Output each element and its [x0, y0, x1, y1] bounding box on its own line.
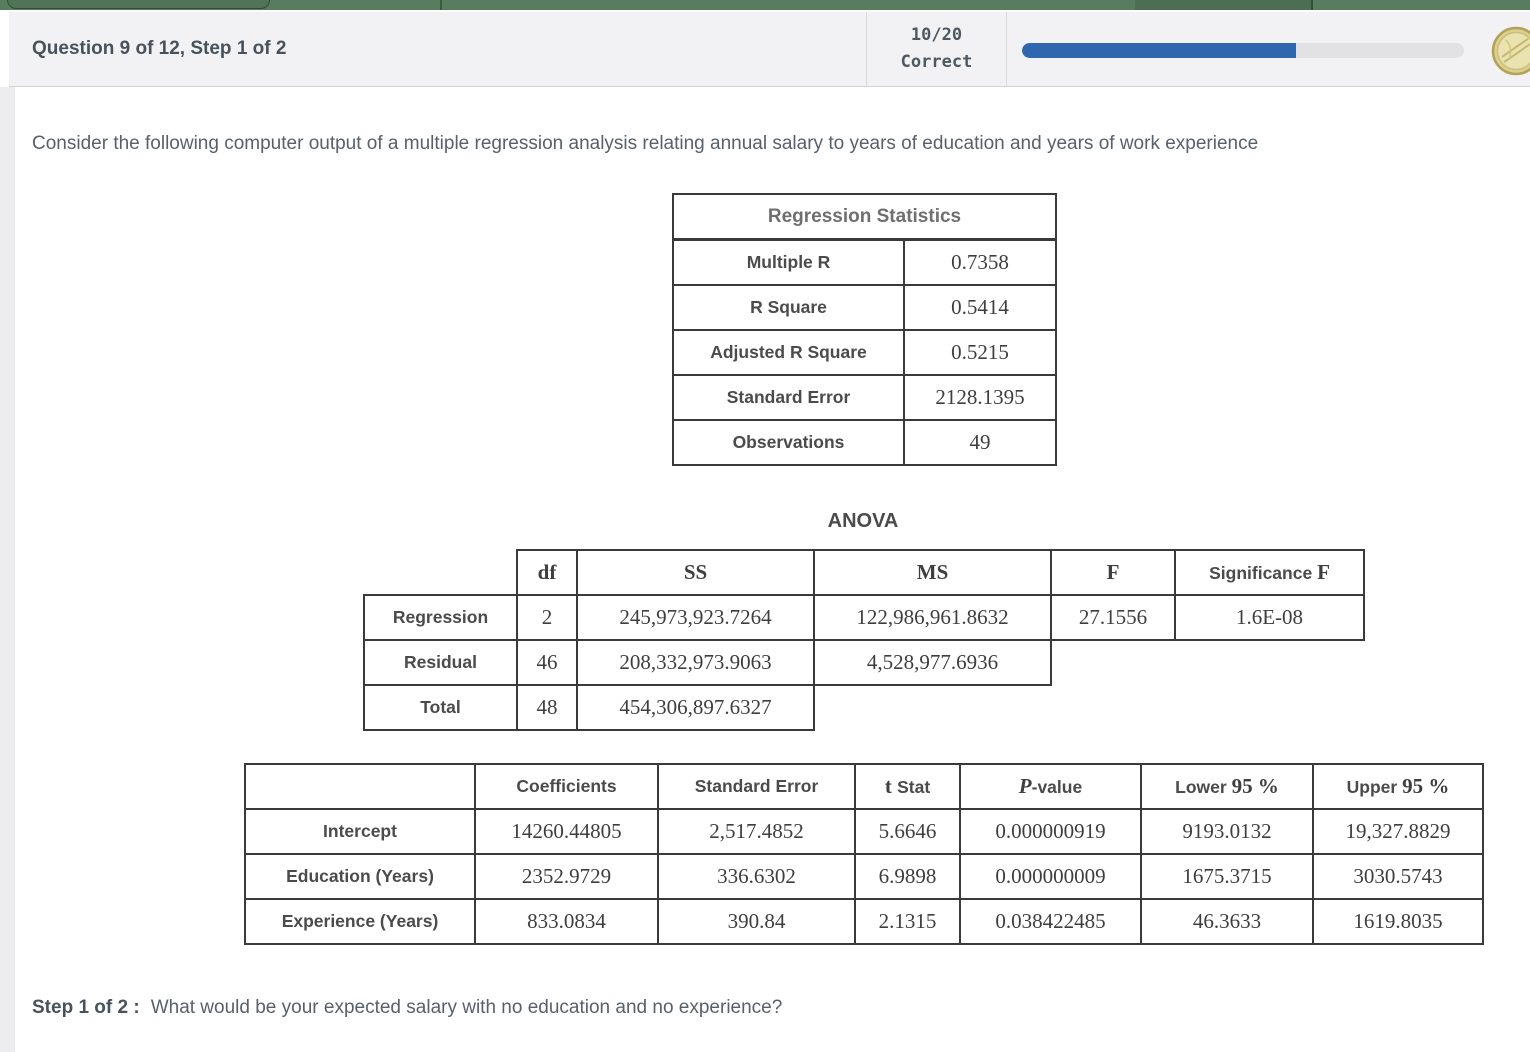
cell-p-value: 0.038422485 — [959, 898, 1142, 945]
regression-stats-title: Regression Statistics — [672, 193, 1057, 241]
stat-value: 0.5215 — [903, 329, 1057, 376]
cell-df: 46 — [516, 639, 578, 686]
header-divider — [866, 12, 867, 86]
cell-standard-error: 2,517.4852 — [657, 808, 856, 855]
question-text: Consider the following computer output o… — [32, 133, 1259, 154]
cell-f: 27.1556 — [1050, 594, 1176, 641]
score-panel: 10/20 Correct — [867, 12, 1006, 86]
table-row: Total 48 454,306,897.6327 — [363, 684, 1364, 731]
gold-coin-icon[interactable] — [1491, 26, 1530, 76]
col-header-df: df — [516, 549, 578, 596]
cell-df: 48 — [516, 684, 578, 731]
col-header-p-value: P-value — [959, 763, 1142, 810]
step-question: What would be your expected salary with … — [150, 997, 783, 1018]
row-label-intercept: Intercept — [244, 808, 476, 855]
question-progress-label: Question 9 of 12, Step 1 of 2 — [32, 38, 287, 59]
col-header-f: F — [1050, 549, 1176, 596]
coefficients-table: Coefficients Standard Error t Stat P-val… — [244, 763, 1484, 945]
anova-title: ANOVA — [827, 510, 899, 532]
table-row: Standard Error 2128.1395 — [672, 374, 1057, 421]
table-row: Observations 49 — [672, 419, 1057, 466]
col-header-coefficients: Coefficients — [474, 763, 659, 810]
cell-coefficient: 2352.9729 — [474, 853, 659, 900]
score-caption: Correct — [900, 52, 973, 72]
cell-t-stat: 2.1315 — [854, 898, 961, 945]
cell-ss: 208,332,973.9063 — [576, 639, 815, 686]
coef-corner-blank — [244, 763, 476, 810]
cell-lower-95: 1675.3715 — [1140, 853, 1314, 900]
stat-label: Multiple R — [672, 238, 905, 286]
stat-label: R Square — [672, 284, 905, 331]
anova-corner-blank — [364, 550, 517, 595]
progress-fill — [1022, 43, 1297, 58]
cell-ss: 245,973,923.7264 — [576, 594, 815, 641]
cell-upper-95: 1619.8035 — [1312, 898, 1484, 945]
stat-label: Observations — [672, 419, 905, 466]
table-row: Multiple R 0.7358 — [672, 238, 1057, 286]
col-header-standard-error: Standard Error — [657, 763, 856, 810]
col-header-significance-f: Significance F — [1174, 549, 1365, 596]
left-gutter — [0, 87, 15, 1052]
cell-coefficient: 14260.44805 — [474, 808, 659, 855]
table-row: Intercept 14260.44805 2,517.4852 5.6646 … — [244, 808, 1484, 855]
col-header-t-stat: t Stat — [854, 763, 961, 810]
row-label-education: Education (Years) — [244, 853, 476, 900]
stat-value: 0.7358 — [903, 238, 1057, 286]
cell-coefficient: 833.0834 — [474, 898, 659, 945]
col-header-ms: MS — [813, 549, 1052, 596]
col-header-upper-95: Upper 95 % — [1312, 763, 1484, 810]
top-green-bar — [0, 0, 1530, 10]
stat-label: Standard Error — [672, 374, 905, 421]
cell-t-stat: 5.6646 — [854, 808, 961, 855]
cell-p-value: 0.000000009 — [959, 853, 1142, 900]
stat-value: 0.5414 — [903, 284, 1057, 331]
table-row: Residual 46 208,332,973.9063 4,528,977.6… — [363, 639, 1364, 686]
cell-ms: 4,528,977.6936 — [813, 639, 1052, 686]
step-label: Step 1 of 2 : — [32, 997, 140, 1018]
cell-upper-95: 19,327.8829 — [1312, 808, 1484, 855]
cell-p-value: 0.000000919 — [959, 808, 1142, 855]
table-row: Adjusted R Square 0.5215 — [672, 329, 1057, 376]
table-row: Education (Years) 2352.9729 336.6302 6.9… — [244, 853, 1484, 900]
row-label-experience: Experience (Years) — [244, 898, 476, 945]
cell-lower-95: 46.3633 — [1140, 898, 1314, 945]
progress-bar — [1022, 43, 1464, 58]
cell-significance-f: 1.6E-08 — [1174, 594, 1365, 641]
stat-value: 49 — [903, 419, 1057, 466]
cell-ms: 122,986,961.8632 — [813, 594, 1052, 641]
table-row: Regression 2 245,973,923.7264 122,986,96… — [363, 594, 1365, 641]
header-divider — [1006, 12, 1007, 86]
row-label-total: Total — [363, 684, 518, 731]
table-row: Coefficients Standard Error t Stat P-val… — [244, 763, 1484, 810]
table-row: R Square 0.5414 — [672, 284, 1057, 331]
anova-table: df SS MS F Significance F Regression 2 2… — [363, 549, 1365, 731]
top-bar-tab-indicator — [7, 0, 270, 9]
table-row: Experience (Years) 833.0834 390.84 2.131… — [244, 898, 1484, 945]
cell-t-stat: 6.9898 — [854, 853, 961, 900]
cell-upper-95: 3030.5743 — [1312, 853, 1484, 900]
regression-statistics-table: Regression Statistics Multiple R 0.7358 … — [672, 193, 1057, 466]
stat-label: Adjusted R Square — [672, 329, 905, 376]
cell-df: 2 — [516, 594, 578, 641]
col-header-lower-95: Lower 95 % — [1140, 763, 1314, 810]
score-value: 10/20 — [910, 25, 963, 45]
question-header-bar: Question 9 of 12, Step 1 of 2 10/20 Corr… — [9, 12, 1530, 87]
cell-standard-error: 336.6302 — [657, 853, 856, 900]
cell-lower-95: 9193.0132 — [1140, 808, 1314, 855]
stat-value: 2128.1395 — [903, 374, 1057, 421]
table-row: df SS MS F Significance F — [364, 549, 1365, 596]
cell-standard-error: 390.84 — [657, 898, 856, 945]
step-prompt: Step 1 of 2 : What would be your expected… — [32, 997, 782, 1019]
cell-ss: 454,306,897.6327 — [576, 684, 815, 731]
row-label-regression: Regression — [363, 594, 518, 641]
top-bar-divider — [1311, 0, 1313, 10]
top-bar-divider — [440, 0, 442, 10]
top-bar-dark-segment — [1135, 0, 1311, 10]
col-header-ss: SS — [576, 549, 815, 596]
row-label-residual: Residual — [363, 639, 518, 686]
